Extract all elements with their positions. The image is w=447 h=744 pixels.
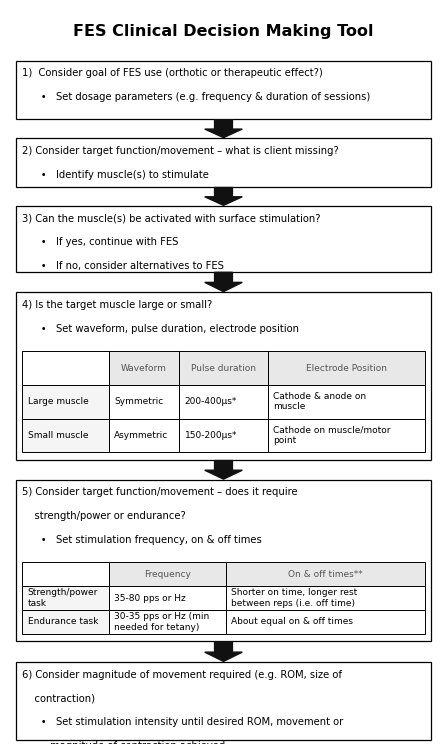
FancyBboxPatch shape [225,562,425,586]
Text: 6) Consider magnitude of movement required (e.g. ROM, size of: 6) Consider magnitude of movement requir… [22,670,342,679]
Text: Large muscle: Large muscle [28,397,89,406]
Text: On & off times**: On & off times** [288,570,363,579]
Text: 4) Is the target muscle large or small?: 4) Is the target muscle large or small? [22,300,212,310]
FancyBboxPatch shape [225,610,425,634]
Text: 2) Consider target function/movement – what is client missing?: 2) Consider target function/movement – w… [22,146,339,155]
FancyBboxPatch shape [16,206,431,272]
Text: 35-80 pps or Hz: 35-80 pps or Hz [114,594,186,603]
Text: •   Set dosage parameters (e.g. frequency & duration of sessions): • Set dosage parameters (e.g. frequency … [22,92,370,102]
FancyBboxPatch shape [22,419,109,452]
Text: strength/power or endurance?: strength/power or endurance? [22,511,186,521]
FancyBboxPatch shape [22,562,109,586]
Polygon shape [205,642,242,661]
Text: About equal on & off times: About equal on & off times [231,618,353,626]
Text: FES Clinical Decision Making Tool: FES Clinical Decision Making Tool [73,24,374,39]
FancyBboxPatch shape [16,480,431,641]
Text: 5) Consider target function/movement – does it require: 5) Consider target function/movement – d… [22,487,298,497]
Text: Cathode & anode on
muscle: Cathode & anode on muscle [273,392,366,411]
FancyBboxPatch shape [22,351,109,385]
Text: Frequency: Frequency [144,570,190,579]
Text: •   If yes, continue with FES: • If yes, continue with FES [22,237,178,247]
Text: magnitude of contraction achieved: magnitude of contraction achieved [22,741,225,744]
Text: 150-200μs*: 150-200μs* [185,431,237,440]
Polygon shape [205,120,242,138]
FancyBboxPatch shape [109,385,179,419]
Text: Small muscle: Small muscle [28,431,88,440]
Text: •   If no, consider alternatives to FES: • If no, consider alternatives to FES [22,261,224,271]
Text: Asymmetric: Asymmetric [114,431,169,440]
FancyBboxPatch shape [22,610,109,634]
FancyBboxPatch shape [179,385,268,419]
Text: Strength/power
task: Strength/power task [28,589,98,608]
FancyBboxPatch shape [109,419,179,452]
Text: 1)  Consider goal of FES use (orthotic or therapeutic effect?): 1) Consider goal of FES use (orthotic or… [22,68,323,78]
FancyBboxPatch shape [268,351,425,385]
Text: •   Identify muscle(s) to stimulate: • Identify muscle(s) to stimulate [22,170,209,179]
Text: Endurance task: Endurance task [28,618,98,626]
FancyBboxPatch shape [22,385,109,419]
FancyBboxPatch shape [16,61,431,119]
FancyBboxPatch shape [179,351,268,385]
Text: •   Set waveform, pulse duration, electrode position: • Set waveform, pulse duration, electrod… [22,324,299,333]
FancyBboxPatch shape [109,586,225,610]
Polygon shape [205,461,242,479]
FancyBboxPatch shape [109,351,179,385]
Text: •   Set stimulation intensity until desired ROM, movement or: • Set stimulation intensity until desire… [22,717,343,727]
Text: Electrode Position: Electrode Position [306,364,387,373]
Text: Cathode on muscle/motor
point: Cathode on muscle/motor point [273,426,391,445]
FancyBboxPatch shape [16,292,431,460]
Polygon shape [205,187,242,205]
FancyBboxPatch shape [16,662,431,740]
Text: Waveform: Waveform [121,364,167,373]
Text: 3) Can the muscle(s) be activated with surface stimulation?: 3) Can the muscle(s) be activated with s… [22,214,320,223]
Text: Symmetric: Symmetric [114,397,164,406]
Text: Shorter on time, longer rest
between reps (i.e. off time): Shorter on time, longer rest between rep… [231,589,357,608]
Text: 200-400μs*: 200-400μs* [185,397,237,406]
FancyBboxPatch shape [179,419,268,452]
FancyBboxPatch shape [268,385,425,419]
Text: 30-35 pps or Hz (min
needed for tetany): 30-35 pps or Hz (min needed for tetany) [114,612,210,632]
Polygon shape [205,272,242,292]
FancyBboxPatch shape [225,586,425,610]
Text: Pulse duration: Pulse duration [191,364,256,373]
FancyBboxPatch shape [109,562,225,586]
FancyBboxPatch shape [109,610,225,634]
Text: •   Set stimulation frequency, on & off times: • Set stimulation frequency, on & off ti… [22,535,261,545]
FancyBboxPatch shape [22,586,109,610]
FancyBboxPatch shape [268,419,425,452]
FancyBboxPatch shape [16,138,431,187]
Text: contraction): contraction) [22,693,95,703]
